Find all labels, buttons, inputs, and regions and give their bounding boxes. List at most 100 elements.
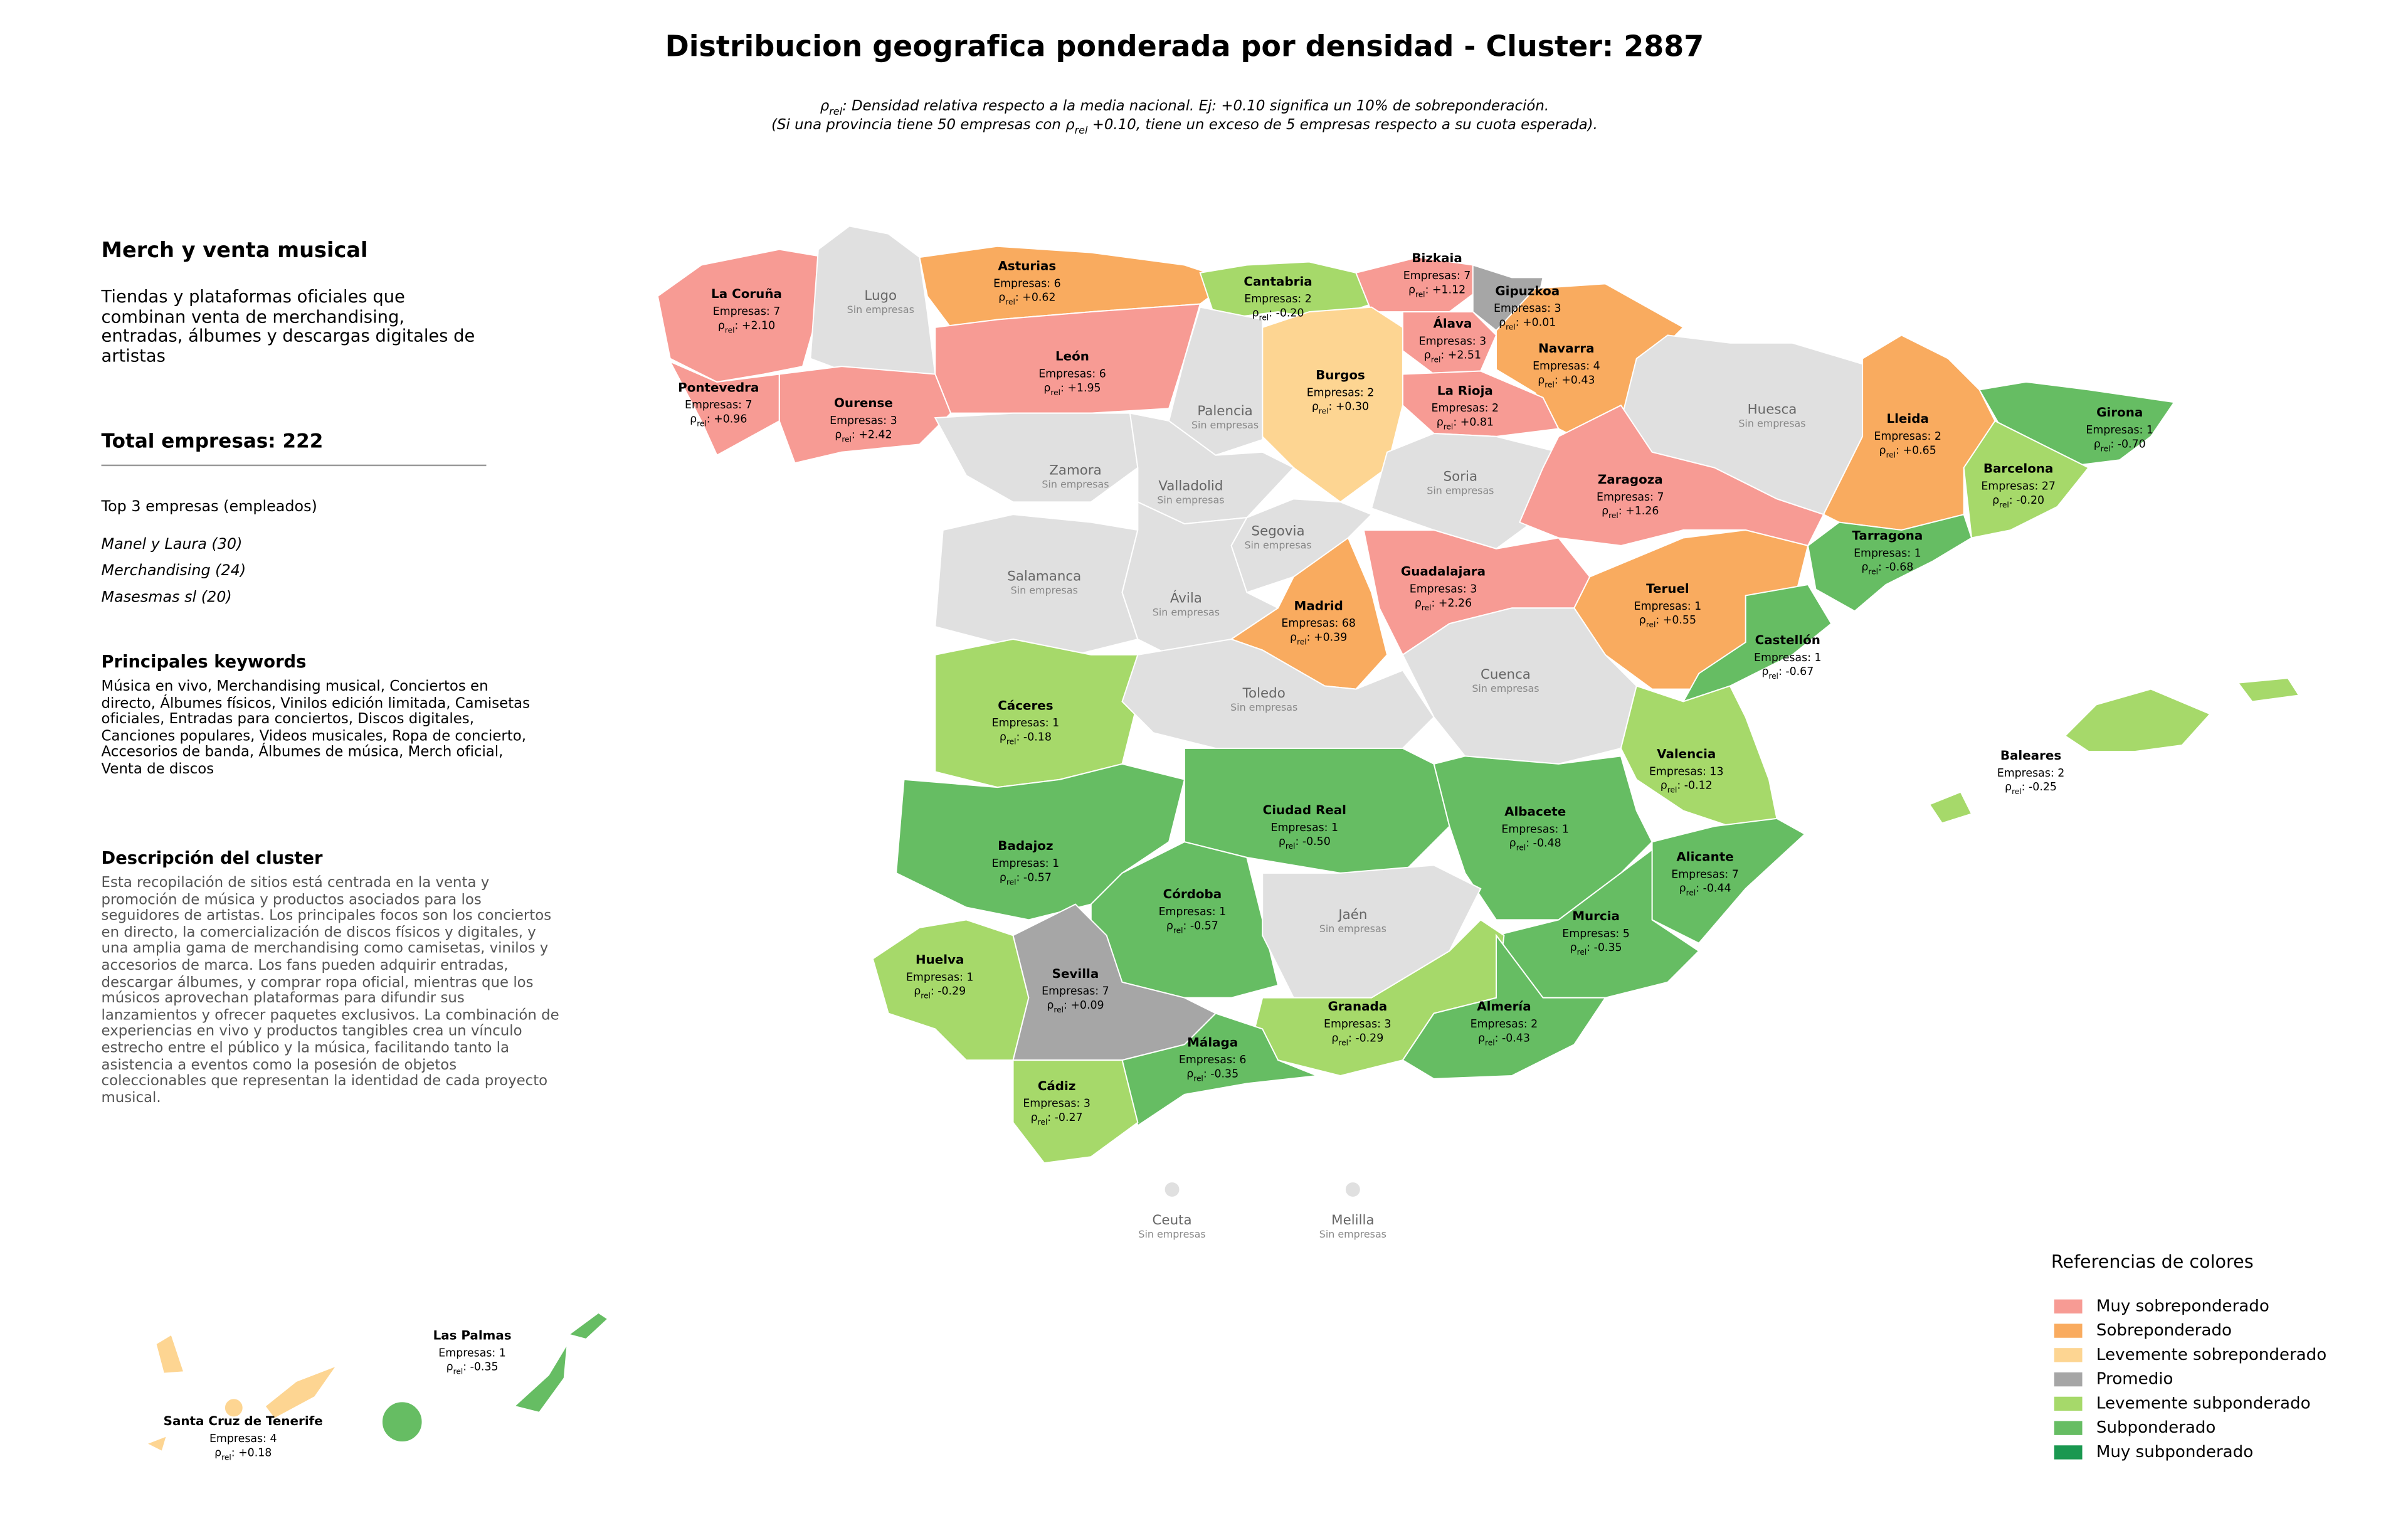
province-rho: ρrel: +2.42 (835, 428, 892, 443)
province-name: Huelva (916, 953, 964, 967)
province-rho: ρrel: -0.43 (1478, 1032, 1530, 1047)
legend-swatch (2054, 1299, 2083, 1313)
province-shape (1012, 1059, 1139, 1164)
province-name: Zamora (1049, 463, 1101, 479)
province-rho: ρrel: +0.30 (1312, 401, 1369, 416)
province-note: Sin empresas (1011, 584, 1078, 596)
province-count: Empresas: 7 (713, 305, 781, 318)
province-rho: ρrel: +2.10 (718, 319, 775, 334)
province-shape (2064, 688, 2212, 752)
legend-label: Levemente subponderado (2096, 1394, 2311, 1413)
province-rho: ρrel: -0.12 (1661, 780, 1713, 795)
province-name: Salamanca (1007, 569, 1081, 585)
province-note: Sin empresas (1138, 1228, 1205, 1240)
province-rho: ρrel: -0.67 (1761, 666, 1814, 681)
province-name: Ceuta (1153, 1212, 1192, 1228)
province-count: Empresas: 1 (1501, 823, 1569, 836)
province-note: Sin empresas (1191, 419, 1259, 431)
province-rho: ρrel: +0.65 (1879, 444, 1936, 459)
province-name: Almería (1477, 999, 1531, 1014)
province-count: Empresas: 4 (1533, 360, 1600, 373)
province-shape (513, 1343, 568, 1413)
subtitle: (Si una provincia tiene 50 empresas con … (771, 116, 1598, 136)
province-count: Empresas: 3 (1494, 302, 1561, 315)
province-count: Empresas: 5 (1562, 928, 1630, 940)
province-rho: ρrel: +0.09 (1047, 999, 1104, 1014)
province-name: Cantabria (1244, 274, 1312, 289)
top-heading: Top 3 empresas (empleados) (101, 499, 317, 516)
province-name: Badajoz (998, 839, 1053, 853)
province-shape (1163, 1180, 1181, 1198)
province-shape (1651, 817, 1806, 944)
provinces (145, 225, 2300, 1453)
province-shape (223, 1398, 244, 1418)
province-rho: ρrel: -0.48 (1509, 837, 1561, 852)
province-shape (778, 366, 952, 464)
province-name: Albacete (1504, 804, 1566, 819)
province-count: Empresas: 1 (992, 717, 1060, 730)
province-rho: ρrel: +0.81 (1437, 416, 1494, 432)
province-shape (657, 248, 827, 383)
province-name: Segovia (1252, 524, 1305, 539)
legend-swatch (2054, 1421, 2083, 1435)
province-count: Empresas: 7 (1671, 868, 1739, 881)
province-count: Empresas: 13 (1649, 765, 1724, 778)
province-count: Empresas: 68 (1281, 617, 1356, 630)
province-name: La Rioja (1437, 383, 1493, 398)
province-name: Cuenca (1481, 667, 1531, 682)
province-name: Huesca (1748, 402, 1797, 418)
province-count: Empresas: 6 (1179, 1054, 1247, 1066)
province-name: Ourense (834, 396, 893, 410)
province-count: Empresas: 2 (1432, 402, 1499, 415)
province-count: Empresas: 6 (1038, 368, 1106, 381)
province-rho: ρrel: -0.29 (1331, 1032, 1383, 1047)
province-shape (567, 1312, 609, 1340)
keywords: Música en vivo, Merchandising musical, C… (101, 678, 531, 778)
province-name: Valladolid (1158, 478, 1223, 494)
province-name: Ávila (1170, 590, 1202, 606)
province-count: Empresas: 3 (1419, 335, 1487, 348)
province-count: Empresas: 2 (1997, 767, 2065, 780)
province-rho: ρrel: +0.55 (1639, 614, 1696, 629)
province-shape (1402, 933, 1607, 1080)
province-rho: ρrel: -0.35 (1570, 942, 1622, 957)
province-count: Empresas: 7 (1597, 491, 1664, 504)
legend-swatch (2054, 1396, 2083, 1411)
province-shape (1262, 306, 1403, 503)
total: Total empresas: 222 (101, 428, 324, 452)
province-count: Empresas: 1 (1159, 906, 1227, 918)
province-note: Sin empresas (847, 304, 914, 316)
province-name: Palencia (1197, 403, 1252, 419)
province-name: Castellón (1755, 633, 1820, 647)
province-shape (381, 1401, 423, 1443)
province-rho: ρrel: +1.26 (1602, 505, 1659, 520)
province-shape (934, 412, 1139, 503)
province-name: Guadalajara (1401, 565, 1486, 579)
province-note: Sin empresas (1153, 606, 1220, 618)
province-count: Empresas: 7 (1403, 270, 1471, 282)
legend-label: Muy subponderado (2096, 1443, 2253, 1462)
province-name: Bizkaia (1412, 251, 1462, 265)
province-rho: ρrel: +1.12 (1408, 284, 1465, 299)
top-company: Merchandising (24) (101, 563, 246, 580)
province-name: Santa Cruz de Tenerife (164, 1414, 323, 1428)
province-count: Empresas: 1 (2086, 424, 2153, 437)
province-name: Melilla (1331, 1212, 1374, 1228)
description-heading: Descripción del cluster (101, 848, 323, 869)
legend-swatch (2054, 1445, 2083, 1460)
province-count: Empresas: 2 (1471, 1018, 1538, 1031)
province-rho: ρrel: -0.57 (1000, 871, 1052, 886)
province-name: Barcelona (1983, 462, 2054, 476)
province-shape (1433, 755, 1653, 921)
province-count: Empresas: 4 (209, 1433, 277, 1445)
province-shape (668, 360, 780, 457)
province-shape (2237, 677, 2300, 703)
province-rho: ρrel: -0.50 (1279, 836, 1331, 851)
province-rho: ρrel: -0.68 (1861, 561, 1913, 576)
province-name: Granada (1328, 999, 1387, 1014)
province-name: Soria (1444, 469, 1477, 485)
top-company: Masesmas sl (20) (101, 589, 232, 607)
province-name: Álava (1433, 316, 1472, 331)
province-shape (1129, 412, 1295, 525)
province-note: Sin empresas (1042, 478, 1109, 490)
